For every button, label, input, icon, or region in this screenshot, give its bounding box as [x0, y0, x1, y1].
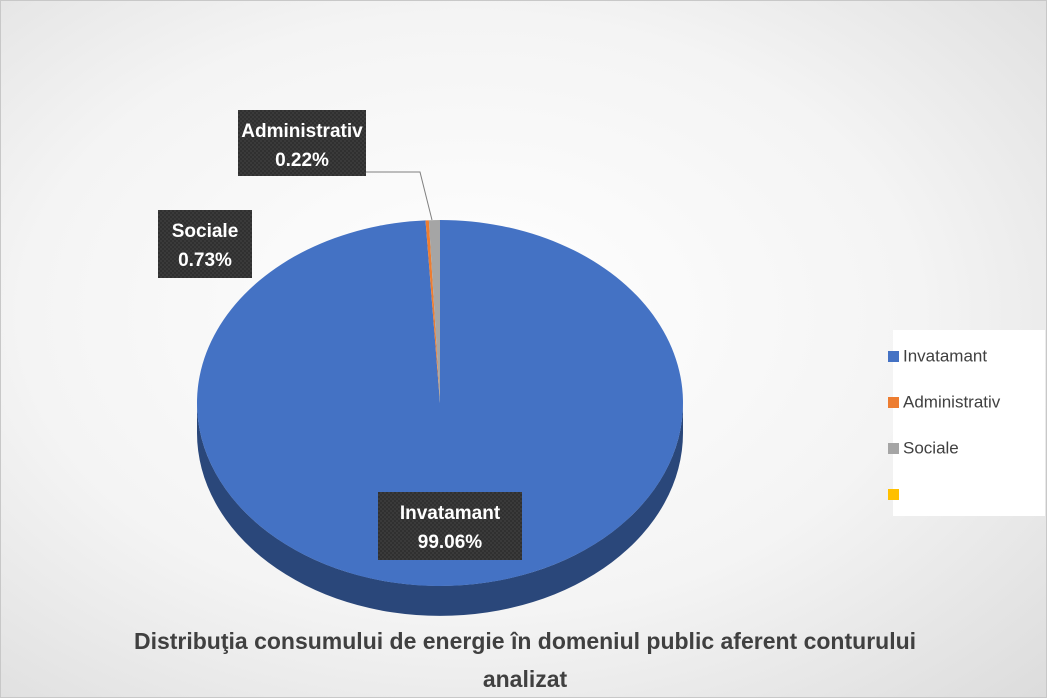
- data-label-box: [238, 110, 366, 176]
- data-label-name: Sociale: [172, 221, 239, 242]
- data-label-value: 0.22%: [275, 150, 329, 171]
- legend-swatch: [888, 351, 899, 362]
- legend-label: Administrativ: [903, 392, 1001, 411]
- pie-slice: [428, 220, 440, 403]
- pie-side: [197, 403, 683, 616]
- data-label-value: 0.73%: [178, 250, 232, 271]
- chart-title: Distribuţia consumului de energie în dom…: [133, 628, 917, 692]
- legend-swatch: [888, 397, 899, 408]
- legend-label: Invatamant: [903, 346, 987, 365]
- leader-line: [366, 171, 433, 221]
- pie-slice: [425, 220, 440, 403]
- data-label-name: Administrativ: [241, 121, 363, 142]
- pie-slice: [197, 220, 684, 587]
- data-label-box: [378, 492, 522, 560]
- legend-box: [893, 330, 1045, 516]
- data-label-name: Invatamant: [400, 503, 501, 524]
- legend-swatch: [888, 443, 899, 454]
- data-label-value: 99.06%: [418, 532, 483, 553]
- legend-swatch: [888, 489, 899, 500]
- legend-label: Sociale: [903, 438, 959, 457]
- data-label-box: [158, 210, 252, 278]
